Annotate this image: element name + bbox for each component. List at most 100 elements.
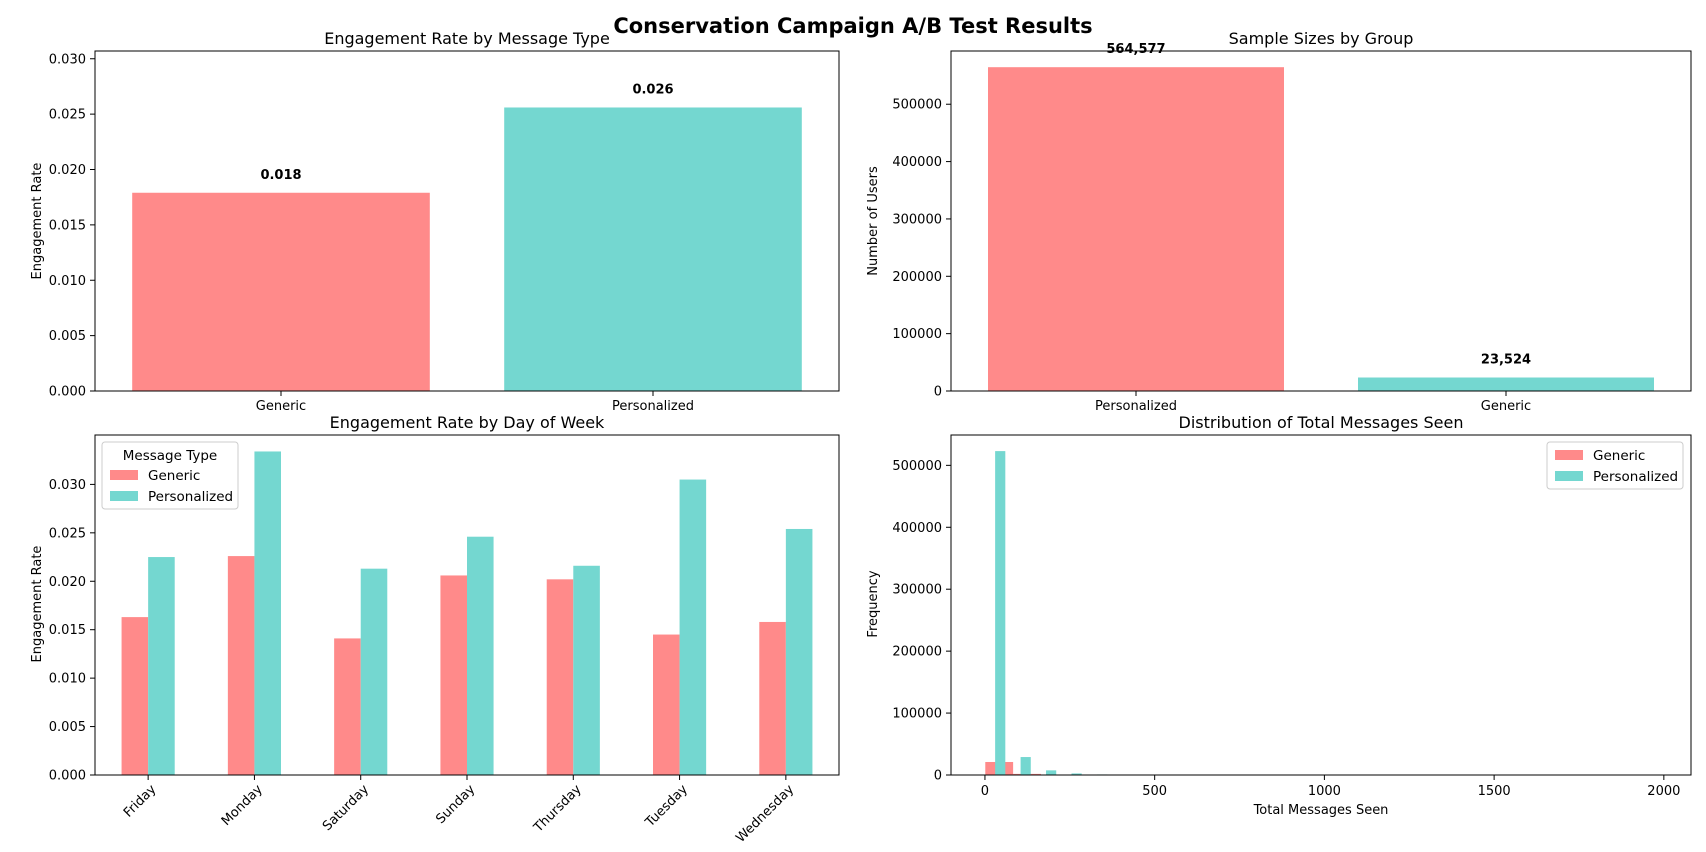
x-tick-label: Sunday [433, 782, 478, 827]
bar-personalized [679, 479, 707, 775]
bar-generic [121, 617, 149, 775]
bar [988, 67, 1284, 392]
bar-generic [653, 634, 680, 775]
plot-frame [94, 50, 840, 392]
y-tick-label: 0.005 [49, 720, 86, 735]
y-tick-label: 0.015 [49, 623, 86, 638]
chart-messages-distribution: Distribution of Total Messages Seen Freq… [866, 413, 1692, 818]
y-tick-label: 400000 [892, 155, 942, 170]
plot-area: 564,577 Personalized 23,524 Generic 0 100000 2… [892, 42, 1692, 414]
bar-data-label: 0.026 [632, 82, 673, 97]
y-tick-label: 200000 [892, 270, 942, 285]
chart-title: Engagement Rate by Day of Week [330, 413, 605, 432]
bar-generic [440, 575, 467, 775]
figure-title: Conservation Campaign A/B Test Results [613, 14, 1092, 38]
y-tick-label: 300000 [892, 212, 942, 227]
chart-title: Distribution of Total Messages Seen [1179, 413, 1464, 432]
chart-title: Sample Sizes by Group [1229, 29, 1414, 48]
bar-personalized [254, 451, 281, 775]
y-tick-label: 0.025 [49, 108, 86, 123]
histogram-bar-personalized [995, 451, 1006, 775]
bar-personalized [785, 528, 813, 775]
chart-title: Engagement Rate by Message Type [324, 29, 610, 48]
y-tick-label: 0.020 [49, 575, 86, 590]
x-tick-label: 500 [1142, 784, 1167, 799]
legend-label-generic: Generic [1593, 448, 1645, 464]
x-tick-label: Generic [1481, 399, 1531, 414]
y-tick-label: 300000 [892, 583, 942, 598]
x-tick-label: Generic [256, 399, 306, 414]
bar-personalized [360, 568, 388, 775]
bar-personalized [467, 536, 494, 775]
y-tick-label: 0 [934, 769, 942, 784]
x-tick-label: 1000 [1308, 784, 1341, 799]
histogram-bar-personalized [1046, 770, 1057, 775]
x-tick-label: Tuesday [642, 782, 691, 831]
legend: Message Type Generic Personalized [101, 441, 239, 510]
bar-data-label: 0.018 [260, 168, 301, 183]
y-tick-label: 0.005 [49, 329, 86, 344]
histogram-bar-personalized [1071, 773, 1082, 775]
y-tick-label: 100000 [892, 707, 942, 722]
bar [132, 192, 430, 391]
plot-frame [950, 50, 1692, 392]
legend: Generic Personalized [1546, 441, 1684, 490]
y-tick-label: 500000 [892, 459, 942, 474]
plot-frame [950, 434, 1692, 776]
bar-personalized [573, 565, 600, 775]
x-tick-label: Thursday [531, 782, 585, 836]
histogram-bar-personalized [1020, 757, 1031, 775]
bar [1358, 377, 1654, 391]
bar-personalized [148, 557, 175, 775]
x-tick-label: Personalized [612, 399, 694, 414]
legend-label-personalized: Personalized [148, 489, 233, 505]
x-tick-label: Wednesday [733, 782, 797, 846]
bar-generic [759, 621, 786, 775]
plot-area: 0 500 1000 1500 2000 0 100000 200000 300000 40000… [892, 434, 1692, 799]
y-tick-label: 0.030 [49, 52, 86, 67]
legend-swatch-generic [1555, 450, 1583, 460]
bar-generic [334, 638, 361, 775]
y-axis-label: Number of Users [866, 166, 881, 276]
y-tick-label: 0.000 [49, 385, 86, 400]
y-tick-label: 0.020 [49, 163, 86, 178]
x-tick-label: Friday [121, 782, 160, 821]
y-tick-label: 200000 [892, 645, 942, 660]
y-tick-label: 0.025 [49, 526, 86, 541]
bar [504, 107, 802, 391]
chart-sample-sizes: Sample Sizes by Group Number of Users 56… [866, 29, 1692, 414]
bar-generic [546, 579, 574, 775]
y-tick-label: 0 [934, 385, 942, 400]
chart-engagement-by-day: Engagement Rate by Day of Week Engagemen… [30, 413, 840, 846]
y-tick-label: 0.010 [49, 274, 86, 289]
plot-area: 0.018 Generic 0.026 Personalized 0.000 0.005 0… [49, 50, 840, 414]
y-tick-label: 0.030 [49, 478, 86, 493]
y-tick-label: 0.015 [49, 218, 86, 233]
bar-generic [227, 556, 255, 775]
legend-label-personalized: Personalized [1593, 469, 1678, 485]
bar-data-label: 23,524 [1481, 353, 1531, 368]
legend-swatch-personalized [1555, 471, 1583, 481]
y-axis-label: Engagement Rate [30, 163, 45, 280]
legend-swatch-personalized [110, 491, 138, 501]
y-tick-label: 0.000 [49, 769, 86, 784]
legend-swatch-generic [110, 470, 138, 480]
chart-engagement-by-type: Engagement Rate by Message Type Engageme… [30, 29, 840, 414]
y-tick-label: 500000 [892, 98, 942, 113]
legend-title: Message Type [123, 448, 217, 464]
x-tick-label: Personalized [1095, 399, 1177, 414]
y-tick-label: 0.010 [49, 672, 86, 687]
y-axis-label: Engagement Rate [30, 546, 45, 663]
x-tick-label: 0 [981, 784, 989, 799]
bar-data-label: 564,577 [1106, 42, 1165, 57]
y-tick-label: 100000 [892, 327, 942, 342]
legend-label-generic: Generic [148, 468, 200, 484]
x-tick-label: Monday [219, 782, 266, 829]
x-tick-label: Saturday [320, 782, 372, 834]
y-axis-label: Frequency [866, 570, 881, 637]
plot-frame [94, 434, 840, 776]
x-axis-label: Total Messages Seen [1253, 803, 1389, 818]
y-tick-label: 400000 [892, 521, 942, 536]
x-tick-label: 2000 [1647, 784, 1680, 799]
